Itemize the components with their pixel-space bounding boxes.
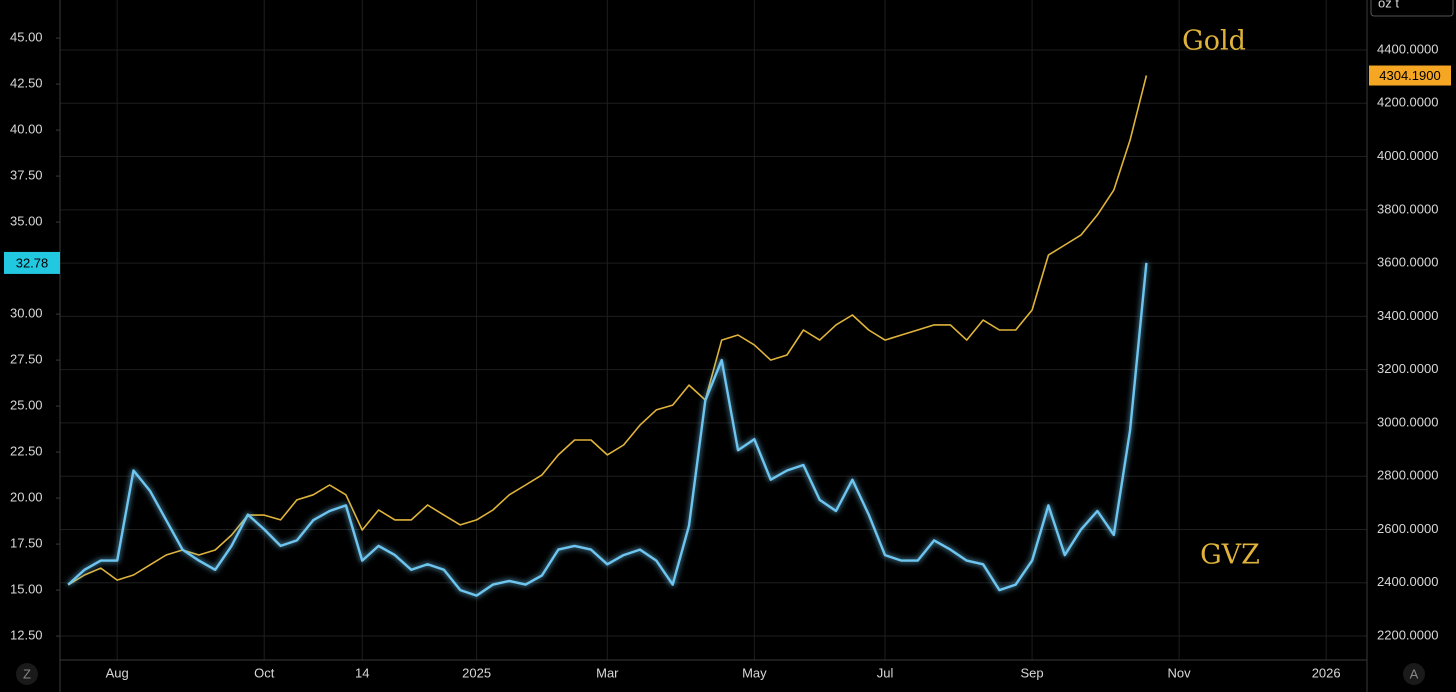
series-label: Gold xyxy=(1182,26,1246,57)
y-tick-label: 27.50 xyxy=(10,352,43,367)
y2-tick-label: 3200.0000 xyxy=(1377,361,1438,376)
y-tick-label: 37.50 xyxy=(10,168,43,183)
y-tick-label: 30.00 xyxy=(10,306,43,321)
button[interactable] xyxy=(1403,663,1425,685)
y2-tick-label: 4200.0000 xyxy=(1377,95,1438,110)
x-tick-label: Oct xyxy=(254,665,275,680)
last-value-label: 32.78 xyxy=(16,255,49,270)
y-tick-label: 12.50 xyxy=(10,628,43,643)
y-tick-label: 17.50 xyxy=(10,536,43,551)
y-tick-label: 45.00 xyxy=(10,30,43,45)
x-tick-label: Nov xyxy=(1168,665,1192,680)
button-label[interactable]: Z xyxy=(23,666,31,681)
y2-tick-label: 3400.0000 xyxy=(1377,308,1438,323)
y2-tick-label: 2400.0000 xyxy=(1377,574,1438,589)
x-tick-label: Jul xyxy=(877,665,894,680)
x-tick-label: Mar xyxy=(596,665,619,680)
button[interactable] xyxy=(16,663,38,685)
x-tick-label: Aug xyxy=(106,665,129,680)
y-tick-label: 25.00 xyxy=(10,398,43,413)
y2-tick-label: 3000.0000 xyxy=(1377,414,1438,429)
y-tick-label: 40.00 xyxy=(10,122,43,137)
y2-tick-label: 2200.0000 xyxy=(1377,627,1438,642)
unit-label[interactable]: oz t xyxy=(1378,0,1399,10)
y2-tick-label: 4000.0000 xyxy=(1377,148,1438,163)
series-line xyxy=(67,262,1148,597)
last-value-badge xyxy=(4,251,60,274)
x-tick-label: Sep xyxy=(1021,665,1044,680)
plot xyxy=(67,75,1148,597)
y2-tick-label: 3600.0000 xyxy=(1377,255,1438,270)
last-value-label: 4304.1900 xyxy=(1379,68,1440,83)
y2-tick-label: 4400.0000 xyxy=(1377,41,1438,56)
y2-tick-label: 3800.0000 xyxy=(1377,201,1438,216)
x-tick-label: 2026 xyxy=(1312,665,1341,680)
last-value-badge xyxy=(1369,65,1451,86)
x-tick-label: May xyxy=(742,665,767,680)
series-label: GVZ xyxy=(1200,540,1260,571)
y2-tick-label: 2600.0000 xyxy=(1377,521,1438,536)
y-tick-label: 35.00 xyxy=(10,214,43,229)
x-tick-label: 14 xyxy=(355,665,369,680)
y-tick-label: 42.50 xyxy=(10,76,43,91)
unit-selector[interactable] xyxy=(1370,0,1454,17)
y-tick-label: 22.50 xyxy=(10,444,43,459)
y-tick-label: 15.00 xyxy=(10,582,43,597)
button-label[interactable]: A xyxy=(1410,666,1419,681)
x-tick-label: 2025 xyxy=(462,665,491,680)
y2-tick-label: 2800.0000 xyxy=(1377,468,1438,483)
y-tick-label: 20.00 xyxy=(10,490,43,505)
